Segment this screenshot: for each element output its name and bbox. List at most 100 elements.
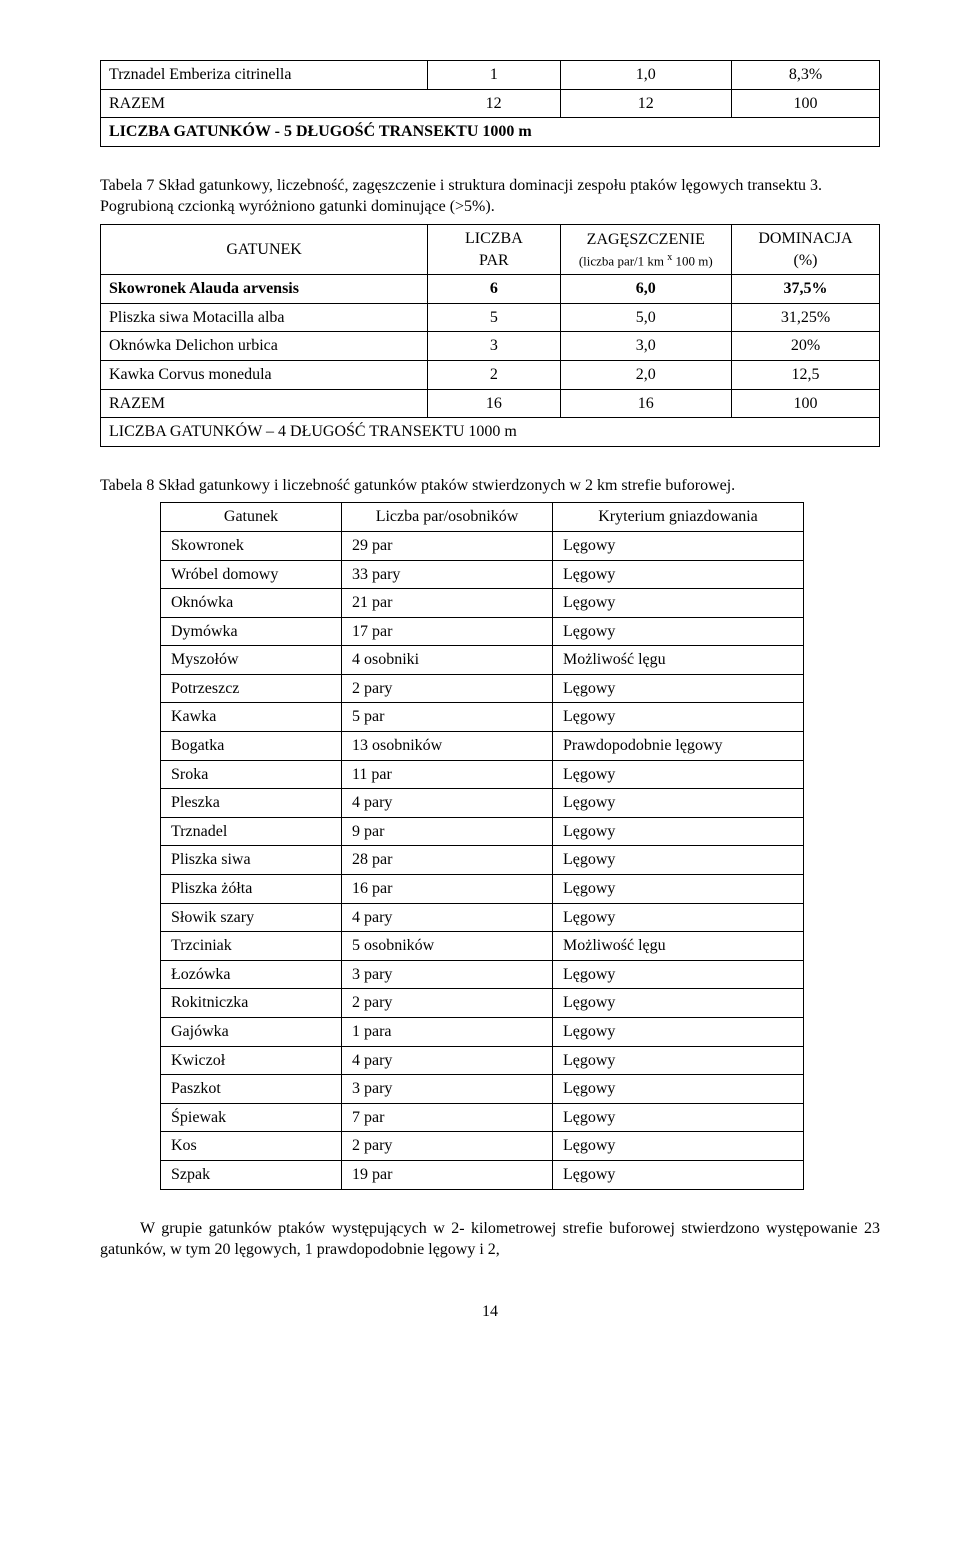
cell: 3 (428, 332, 560, 361)
cell: 4 pary (342, 1046, 553, 1075)
cell: 17 par (342, 617, 553, 646)
cell: 5 par (342, 703, 553, 732)
tabela8-caption: Tabela 8 Skład gatunkowy i liczebność ga… (100, 475, 880, 497)
table-row: Pliszka siwa Motacilla alba55,031,25% (101, 303, 880, 332)
cell: 1 para (342, 1018, 553, 1047)
table-row: Pliszka żółta16 parLęgowy (161, 875, 804, 904)
header-dom-top: DOMINACJA (740, 228, 871, 250)
t8-header-gatunek: Gatunek (161, 503, 342, 532)
cell: 13 osobników (342, 732, 553, 761)
cell: 3 pary (342, 960, 553, 989)
cell: Dymówka (161, 617, 342, 646)
cell: 6,0 (560, 275, 731, 304)
tabela7-caption: Tabela 7 Skład gatunkowy, liczebność, za… (100, 175, 880, 218)
cell: Kwiczoł (161, 1046, 342, 1075)
cell: 7 par (342, 1103, 553, 1132)
cell: Oknówka (161, 589, 342, 618)
header-liczba: LICZBA PAR (428, 224, 560, 274)
table-row: Bogatka13 osobnikówPrawdopodobnie lęgowy (161, 732, 804, 761)
cell: 3,0 (560, 332, 731, 361)
cell: Śpiewak (161, 1103, 342, 1132)
header-zag-bot: (liczba par/1 km x 100 m) (569, 251, 723, 270)
cell: 4 pary (342, 903, 553, 932)
cell: Lęgowy (553, 1018, 804, 1047)
cell: Skowronek (161, 531, 342, 560)
table7-caption: LICZBA GATUNKÓW – 4 DŁUGOŚĆ TRANSEKTU 10… (101, 418, 880, 447)
cell: Pliszka siwa (161, 846, 342, 875)
cell: 16 par (342, 875, 553, 904)
cell: Lęgowy (553, 560, 804, 589)
cell: 2 pary (342, 1132, 553, 1161)
table7-caption-row: LICZBA GATUNKÓW – 4 DŁUGOŚĆ TRANSEKTU 10… (101, 418, 880, 447)
cell: 37,5% (731, 275, 879, 304)
cell: Lęgowy (553, 703, 804, 732)
cell: Lęgowy (553, 903, 804, 932)
header-liczba-bot: PAR (436, 250, 551, 272)
table7: GATUNEK LICZBA PAR ZAGĘSZCZENIE (liczba … (100, 224, 880, 447)
table-row: Oknówka21 parLęgowy (161, 589, 804, 618)
table-row: Paszkot3 paryLęgowy (161, 1075, 804, 1104)
bottom-paragraph: W grupie gatunków ptaków występujących w… (100, 1218, 880, 1261)
cell: Lęgowy (553, 1075, 804, 1104)
cell: Myszołów (161, 646, 342, 675)
table-row: Pliszka siwa28 parLęgowy (161, 846, 804, 875)
table-row: Potrzeszcz2 paryLęgowy (161, 674, 804, 703)
table-row: Dymówka17 parLęgowy (161, 617, 804, 646)
table-row: Kawka Corvus monedula22,012,5 (101, 360, 880, 389)
cell-pairs: 1 (428, 61, 560, 90)
table-row: Myszołów4 osobnikiMożliwość lęgu (161, 646, 804, 675)
cell: 3 pary (342, 1075, 553, 1104)
cell: Lęgowy (553, 674, 804, 703)
cell: 31,25% (731, 303, 879, 332)
cell: 11 par (342, 760, 553, 789)
table-row: Trznadel9 parLęgowy (161, 817, 804, 846)
table-row: Trzciniak5 osobnikówMożliwość lęgu (161, 932, 804, 961)
cell: 5 osobników (342, 932, 553, 961)
cell: 19 par (342, 1160, 553, 1189)
razem-label: RAZEM (101, 389, 428, 418)
table8: Gatunek Liczba par/osobników Kryterium g… (160, 502, 804, 1189)
cell: Gajówka (161, 1018, 342, 1047)
cell: Łozówka (161, 960, 342, 989)
cell: Potrzeszcz (161, 674, 342, 703)
header-zag-top: ZAGĘSZCZENIE (569, 229, 723, 251)
cell: Kawka Corvus monedula (101, 360, 428, 389)
razem-c2: 16 (428, 389, 560, 418)
cell: Pliszka żółta (161, 875, 342, 904)
table-row: Pleszka4 paryLęgowy (161, 789, 804, 818)
table-caption: LICZBA GATUNKÓW - 5 DŁUGOŚĆ TRANSEKTU 10… (101, 118, 880, 147)
razem-c2: 12 (428, 89, 560, 118)
table-row: Rokitniczka2 paryLęgowy (161, 989, 804, 1018)
cell: Możliwość lęgu (553, 646, 804, 675)
cell: Lęgowy (553, 760, 804, 789)
header-dom: DOMINACJA (%) (731, 224, 879, 274)
cell: Lęgowy (553, 617, 804, 646)
cell: Lęgowy (553, 1132, 804, 1161)
razem-label: RAZEM (101, 89, 428, 118)
header-gatunek: GATUNEK (101, 224, 428, 274)
cell: Lęgowy (553, 1160, 804, 1189)
cell: Lęgowy (553, 846, 804, 875)
cell: 2 pary (342, 989, 553, 1018)
cell: Lęgowy (553, 960, 804, 989)
cell: Słowik szary (161, 903, 342, 932)
table-top: Trznadel Emberiza citrinella 1 1,0 8,3% … (100, 60, 880, 147)
cell: 28 par (342, 846, 553, 875)
cell: Lęgowy (553, 875, 804, 904)
table-row: Kawka5 parLęgowy (161, 703, 804, 732)
cell: Bogatka (161, 732, 342, 761)
cell: 12,5 (731, 360, 879, 389)
cell: 4 osobniki (342, 646, 553, 675)
cell: 2 (428, 360, 560, 389)
cell: 5 (428, 303, 560, 332)
cell: 4 pary (342, 789, 553, 818)
table-row: Wróbel domowy33 paryLęgowy (161, 560, 804, 589)
cell: Pleszka (161, 789, 342, 818)
cell: Trznadel (161, 817, 342, 846)
cell: 5,0 (560, 303, 731, 332)
cell: Lęgowy (553, 789, 804, 818)
cell: 6 (428, 275, 560, 304)
cell: Lęgowy (553, 817, 804, 846)
cell: Oknówka Delichon urbica (101, 332, 428, 361)
header-liczba-top: LICZBA (436, 228, 551, 250)
